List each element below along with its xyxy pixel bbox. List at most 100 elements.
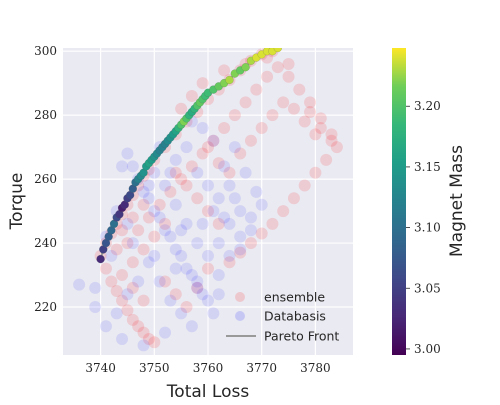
ensemble-point — [159, 275, 172, 288]
databasis-point — [89, 301, 102, 314]
databasis-point — [159, 326, 172, 339]
databasis-point — [196, 121, 209, 134]
databasis-point — [175, 249, 188, 262]
databasis-point — [223, 179, 236, 192]
ensemble-point — [142, 333, 155, 346]
ensemble-point — [218, 64, 231, 77]
databasis-point — [73, 278, 86, 291]
databasis-point — [137, 339, 150, 352]
databasis-point — [202, 249, 214, 262]
ensemble-point — [212, 217, 225, 230]
colorbar-tick-label: 3.00 — [414, 342, 441, 356]
legend-databasis-label: Databasis — [264, 309, 326, 324]
ensemble-point — [282, 70, 295, 83]
ensemble-point — [126, 211, 139, 224]
y-axis-label: Torque — [7, 173, 27, 231]
ensemble-point — [110, 243, 123, 256]
y-tick-label: 300 — [34, 44, 57, 58]
ensemble-point — [261, 70, 274, 83]
databasis-point — [164, 294, 177, 307]
ensemble-point — [298, 179, 311, 192]
databasis-point — [153, 275, 166, 288]
legend-ensemble-marker — [235, 292, 245, 302]
legend: ensemble Databasis Pareto Front — [226, 290, 339, 344]
databasis-series — [73, 115, 268, 352]
databasis-point — [255, 198, 268, 211]
ensemble-point — [202, 262, 214, 275]
colorbar-ticks: 3.00 3.05 3.10 3.15 3.20 — [406, 99, 441, 356]
databasis-point — [110, 307, 123, 320]
ensemble-point — [304, 105, 317, 118]
databasis-point — [207, 307, 220, 320]
databasis-point — [169, 153, 182, 166]
databasis-point — [228, 141, 241, 154]
pareto-front-series — [96, 48, 283, 264]
ensemble-point — [287, 102, 300, 115]
databasis-point — [169, 198, 182, 211]
ensemble-point — [277, 96, 290, 109]
ensemble-point — [185, 89, 198, 102]
ensemble-point — [116, 224, 129, 237]
databasis-point — [244, 211, 257, 224]
databasis-point — [148, 205, 161, 218]
ensemble-point — [121, 304, 134, 317]
ensemble-point — [142, 211, 155, 224]
ensemble-point — [212, 157, 225, 170]
databasis-point — [142, 192, 155, 205]
ensemble-point — [116, 269, 129, 282]
databasis-point — [126, 237, 139, 250]
ensemble-point — [287, 192, 300, 205]
colorbar-tick-label: 3.05 — [414, 281, 441, 295]
databasis-point — [212, 269, 225, 282]
y-tick-label: 280 — [34, 108, 57, 122]
legend-pareto-label: Pareto Front — [264, 329, 339, 344]
ensemble-point — [282, 57, 295, 70]
ensemble-point — [148, 230, 161, 243]
databasis-point — [202, 294, 214, 307]
pareto-front-point — [241, 62, 250, 72]
ensemble-point — [175, 173, 188, 186]
ensemble-point — [266, 109, 279, 122]
databasis-point — [142, 256, 155, 269]
databasis-point — [148, 249, 161, 262]
y-tick-label: 220 — [34, 300, 57, 314]
ensemble-point — [164, 185, 177, 198]
ensemble-point — [255, 227, 268, 240]
ensemble-point — [159, 217, 172, 230]
databasis-point — [202, 179, 214, 192]
ensemble-point — [126, 281, 139, 294]
databasis-point — [126, 160, 139, 173]
ensemble-point — [105, 275, 118, 288]
ensemble-point — [293, 83, 306, 96]
databasis-point — [164, 230, 177, 243]
databasis-point — [212, 237, 225, 250]
ensemble-point — [325, 134, 338, 147]
ensemble-point — [175, 102, 188, 115]
ensemble-point — [223, 166, 236, 179]
databasis-point — [185, 320, 198, 333]
databasis-point — [180, 262, 193, 275]
databasis-point — [223, 217, 236, 230]
databasis-point — [191, 237, 204, 250]
pareto-front-point — [273, 48, 283, 53]
databasis-point — [234, 243, 247, 256]
databasis-point — [116, 160, 129, 173]
ensemble-point — [244, 134, 257, 147]
ensemble-point — [314, 112, 327, 125]
databasis-point — [239, 166, 252, 179]
databasis-point — [116, 333, 129, 346]
ensemble-point — [137, 198, 150, 211]
databasis-point — [137, 185, 150, 198]
databasis-point — [207, 205, 220, 218]
databasis-point — [185, 269, 198, 282]
databasis-point — [218, 211, 231, 224]
pareto-front-point — [96, 254, 105, 264]
ensemble-point — [314, 121, 327, 134]
databasis-point — [180, 217, 193, 230]
grid-lines — [63, 48, 353, 355]
y-axis-ticks: 220 240 260 280 300 — [34, 44, 57, 314]
ensemble-point — [234, 246, 247, 259]
ensemble-point — [250, 83, 263, 96]
y-tick-label: 240 — [34, 236, 57, 250]
ensemble-point — [309, 128, 322, 141]
